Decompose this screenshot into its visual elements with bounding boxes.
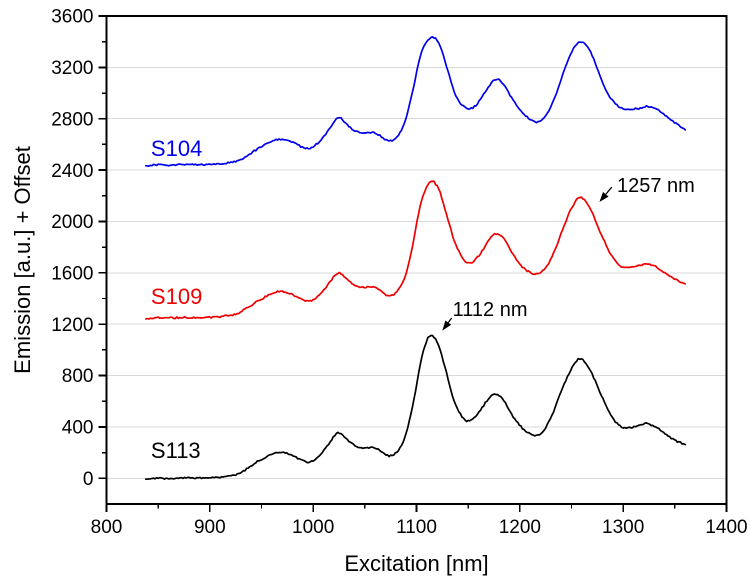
x-tick-label: 1100 bbox=[396, 517, 437, 538]
y-tick-label: 2000 bbox=[51, 212, 93, 233]
y-tick-label: 2800 bbox=[51, 109, 93, 130]
x-tick-label: 1300 bbox=[602, 517, 644, 538]
x-tick-label: 900 bbox=[194, 517, 226, 538]
annotation-arrow-line bbox=[447, 317, 453, 323]
series-label-S104: S104 bbox=[151, 136, 202, 161]
annotation-arrow-head bbox=[599, 191, 609, 202]
series-curve-S109 bbox=[144, 180, 687, 320]
y-axis-title: Emission [a.u.] + Offset bbox=[10, 146, 35, 374]
x-tick-label: 1000 bbox=[292, 517, 334, 538]
annotation-label: 1112 nm bbox=[453, 299, 528, 321]
x-tick-label: 1400 bbox=[705, 517, 747, 538]
y-tick-label: 400 bbox=[62, 418, 94, 439]
annotation-label: 1257 nm bbox=[617, 175, 695, 197]
x-tick-label: 800 bbox=[91, 517, 123, 538]
plot-gridlines bbox=[106, 66, 727, 479]
y-tick-label: 2400 bbox=[51, 161, 93, 182]
series-label-S109: S109 bbox=[151, 284, 202, 309]
y-tick-label: 1200 bbox=[51, 315, 93, 336]
axis-ticks bbox=[98, 15, 728, 512]
x-tick-label: 1200 bbox=[499, 517, 541, 538]
plot-frame bbox=[105, 15, 728, 505]
y-tick-label: 3600 bbox=[51, 7, 93, 28]
y-tick-label: 1600 bbox=[51, 263, 93, 284]
y-tick-label: 0 bbox=[83, 469, 94, 490]
series-curve-S113 bbox=[144, 334, 687, 481]
y-tick-label: 3200 bbox=[51, 58, 93, 79]
series-label-S113: S113 bbox=[151, 438, 201, 463]
series-curve-S104 bbox=[144, 35, 687, 167]
annotation-arrow-line bbox=[605, 186, 613, 195]
y-tick-label: 800 bbox=[62, 366, 94, 387]
x-axis-title: Excitation [nm] bbox=[344, 551, 488, 576]
annotation-arrow-head bbox=[442, 320, 452, 331]
